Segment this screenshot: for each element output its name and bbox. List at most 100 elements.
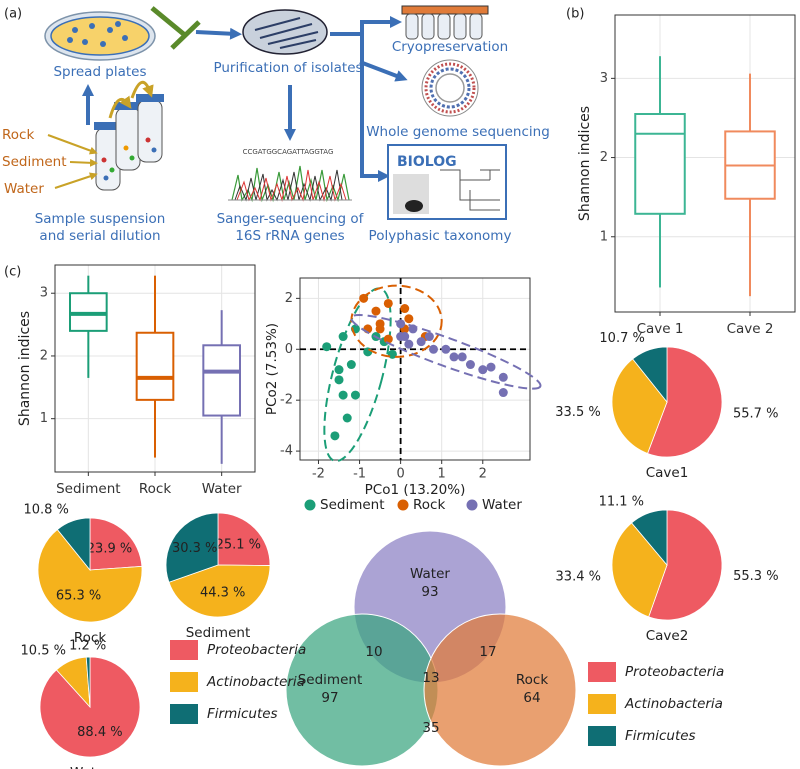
venn-count: 17 (479, 644, 496, 660)
legend-label: Proteobacteria (207, 642, 306, 658)
venn-count: 35 (422, 720, 439, 736)
venn-set (423, 613, 577, 767)
y-tick-label: 3 (40, 286, 48, 301)
point (498, 388, 508, 398)
point (424, 332, 434, 342)
point (371, 306, 381, 316)
y-tick-label: 2 (600, 150, 608, 165)
legend-label: Actinobacteria (206, 674, 305, 690)
cryo-tubes (401, 5, 489, 40)
point (383, 298, 393, 308)
value-label: 25.1 % (216, 537, 261, 552)
step-label: Sample suspension (35, 211, 166, 227)
x-tick-label: Water (202, 481, 242, 497)
x-tick-label: Cave 2 (727, 321, 774, 337)
value-label: 30.3 % (172, 541, 217, 556)
legend-swatch (170, 640, 198, 660)
legend-marker (304, 499, 316, 511)
point (441, 344, 451, 354)
x-tick-label: 2 (479, 467, 487, 482)
venn-count: 64 (523, 690, 540, 706)
legend-swatch (588, 662, 616, 682)
y-tick-label: 2 (285, 291, 293, 306)
box (634, 113, 686, 215)
venn-count: 93 (421, 584, 438, 600)
pie-slice (632, 346, 668, 404)
legend-label: Water (482, 497, 522, 513)
legend-swatch (588, 726, 616, 746)
point (486, 362, 496, 372)
inhibit-bar (170, 20, 201, 50)
point (498, 372, 508, 382)
source-label: Water (4, 181, 44, 197)
plot-border (614, 14, 796, 313)
source-arrow (54, 172, 98, 189)
plot-border (299, 277, 531, 461)
point (338, 390, 348, 400)
value-label: 11.1 % (599, 494, 644, 509)
value-label: 44.3 % (200, 586, 245, 601)
value-label: 55.3 % (733, 569, 778, 584)
venn-count: 97 (321, 690, 338, 706)
point (428, 344, 438, 354)
point (322, 342, 332, 352)
point (342, 413, 352, 423)
y-tick-label: 0 (285, 342, 293, 357)
pie-slice (168, 564, 271, 618)
value-label: 10.8 % (23, 503, 68, 518)
tubes (94, 94, 164, 191)
step-label: Sanger-sequencing of (217, 211, 365, 227)
legend-label: Firmicutes (207, 706, 278, 722)
confidence-ellipse (350, 313, 542, 390)
panel-label: (a) (4, 7, 22, 22)
pie-title: Sediment (186, 625, 251, 641)
venn-set-label: Sediment (298, 672, 363, 688)
legend-marker (466, 499, 478, 511)
point (400, 304, 410, 314)
arrow (195, 27, 242, 40)
point (396, 332, 406, 342)
y-tick-label: 1 (600, 229, 608, 244)
point (375, 324, 385, 334)
x-tick-label: -2 (312, 467, 325, 482)
pie-slice (611, 358, 668, 454)
pie-slice (89, 517, 143, 571)
point (350, 390, 360, 400)
point (465, 360, 475, 370)
step-label: and serial dilution (39, 228, 160, 244)
biolog-panel: BIOLOG (387, 144, 507, 220)
value-label: 33.5 % (555, 405, 600, 420)
y-axis-label: Shannon indices (17, 311, 33, 426)
pie-slice (647, 346, 723, 458)
legend-swatch (170, 672, 198, 692)
colonies (67, 21, 128, 47)
point (387, 349, 397, 359)
inhibit-line (150, 6, 188, 38)
point (363, 347, 373, 357)
source-label: Sediment (2, 154, 67, 170)
step-label: Whole genome sequencing (366, 124, 550, 140)
pie-slice (217, 512, 271, 566)
venn-set (285, 613, 439, 767)
point (334, 375, 344, 385)
confidence-ellipse (350, 284, 443, 358)
point (334, 365, 344, 375)
pie-slice (648, 509, 723, 621)
pie-title: Rock (74, 630, 106, 646)
x-tick-label: Sediment (56, 481, 121, 497)
pie-title: Cave2 (646, 628, 689, 644)
venn-count: 10 (365, 644, 382, 660)
value-label: 88.4 % (77, 725, 122, 740)
value-label: 23.9 % (87, 542, 132, 557)
step-label: Spread plates (53, 64, 146, 80)
step-label: Purification of isolates (213, 60, 362, 76)
legend-label: Proteobacteria (625, 664, 724, 680)
venn-set-label: Rock (516, 672, 548, 688)
biolog-text: BIOLOG (397, 154, 457, 170)
y-tick-label: 2 (40, 348, 48, 363)
x-tick-label: -1 (353, 467, 366, 482)
source-arrow (47, 134, 98, 155)
value-label: 33.4 % (556, 569, 601, 584)
pie-title: Cave1 (646, 465, 689, 481)
